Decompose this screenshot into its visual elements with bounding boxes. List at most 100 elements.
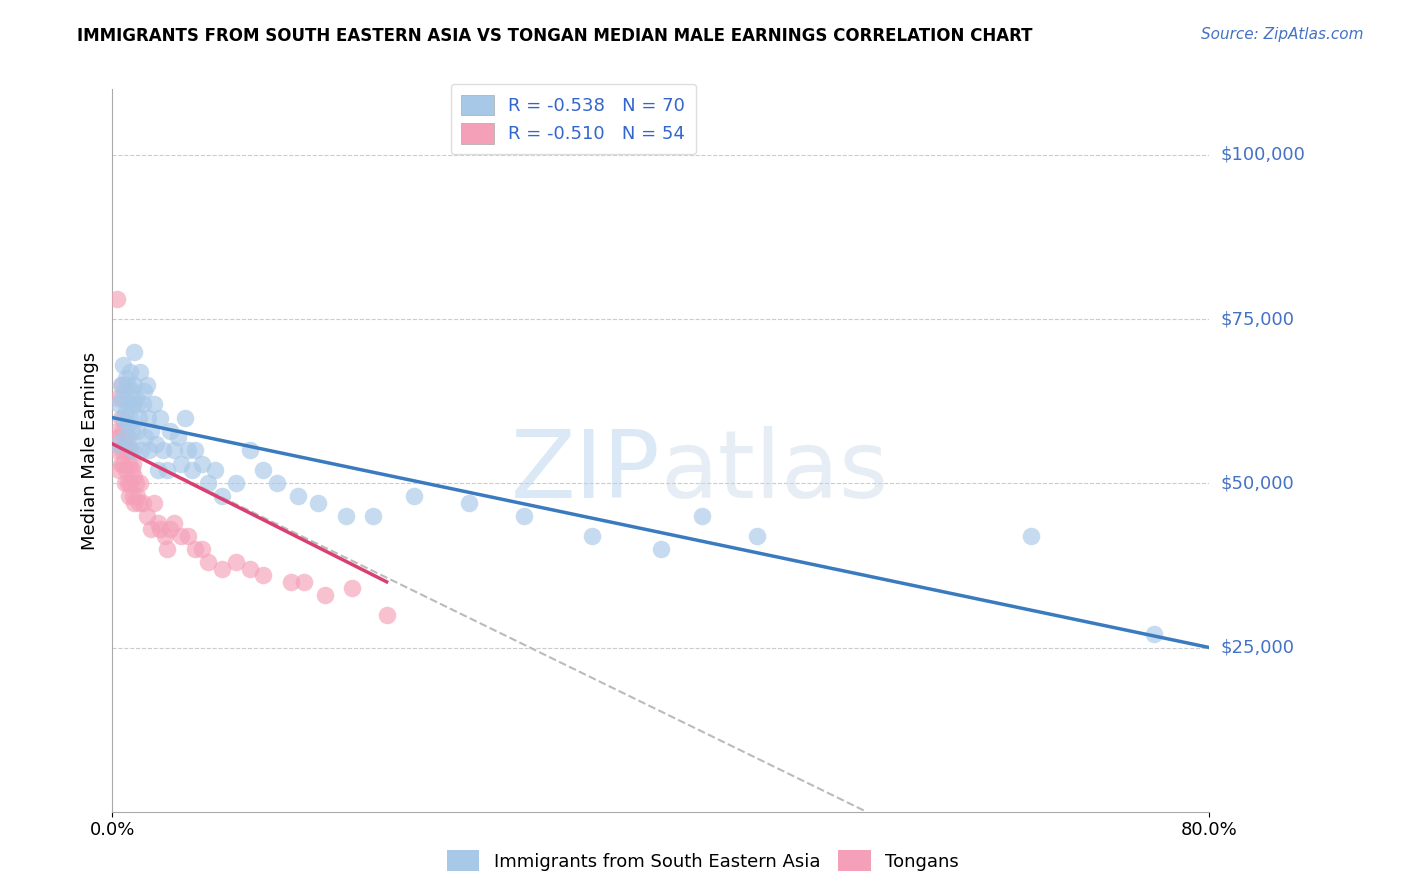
Point bbox=[110, 457, 132, 471]
Point bbox=[513, 509, 536, 524]
Point bbox=[159, 424, 181, 438]
Point bbox=[135, 509, 157, 524]
Point bbox=[114, 437, 136, 451]
Point bbox=[650, 541, 672, 556]
Point bbox=[131, 397, 153, 411]
Point bbox=[117, 476, 139, 491]
Point bbox=[342, 582, 364, 596]
Point bbox=[121, 384, 143, 399]
Point bbox=[167, 430, 190, 444]
Point bbox=[129, 365, 152, 379]
Point bbox=[135, 377, 157, 392]
Text: atlas: atlas bbox=[661, 426, 889, 518]
Point bbox=[225, 555, 247, 569]
Point bbox=[115, 443, 138, 458]
Point bbox=[239, 443, 262, 458]
Point bbox=[134, 430, 156, 444]
Point bbox=[120, 365, 142, 379]
Point bbox=[115, 371, 138, 385]
Point bbox=[120, 476, 142, 491]
Point bbox=[112, 358, 135, 372]
Point bbox=[138, 443, 160, 458]
Legend: R = -0.538   N = 70, R = -0.510   N = 54: R = -0.538 N = 70, R = -0.510 N = 54 bbox=[450, 84, 696, 154]
Point bbox=[170, 457, 193, 471]
Point bbox=[139, 522, 162, 536]
Point bbox=[177, 443, 200, 458]
Point bbox=[105, 293, 128, 307]
Point bbox=[183, 443, 207, 458]
Point bbox=[145, 437, 167, 451]
Text: Source: ZipAtlas.com: Source: ZipAtlas.com bbox=[1201, 27, 1364, 42]
Point bbox=[120, 410, 142, 425]
Point bbox=[128, 410, 150, 425]
Text: $100,000: $100,000 bbox=[1220, 146, 1305, 164]
Point bbox=[110, 410, 132, 425]
Point bbox=[108, 430, 131, 444]
Point bbox=[745, 529, 768, 543]
Point bbox=[375, 607, 398, 622]
Point bbox=[112, 424, 135, 438]
Point bbox=[120, 443, 142, 458]
Point bbox=[177, 529, 200, 543]
Point bbox=[458, 496, 481, 510]
Point bbox=[131, 496, 153, 510]
Point bbox=[110, 377, 132, 392]
Point bbox=[107, 424, 129, 438]
Point bbox=[149, 410, 172, 425]
Point bbox=[117, 377, 139, 392]
Point bbox=[107, 437, 129, 451]
Point bbox=[170, 529, 193, 543]
Point bbox=[125, 391, 148, 405]
Point bbox=[404, 490, 426, 504]
Point bbox=[127, 397, 149, 411]
Point bbox=[115, 404, 138, 418]
Point bbox=[118, 437, 141, 451]
Point bbox=[112, 457, 135, 471]
Point bbox=[121, 424, 143, 438]
Point bbox=[142, 496, 165, 510]
Point bbox=[118, 397, 141, 411]
Point bbox=[197, 476, 219, 491]
Point bbox=[127, 490, 149, 504]
Point bbox=[122, 397, 145, 411]
Point bbox=[294, 574, 316, 589]
Point bbox=[129, 443, 152, 458]
Point bbox=[361, 509, 384, 524]
Point bbox=[122, 443, 145, 458]
Point bbox=[111, 391, 134, 405]
Point bbox=[107, 391, 129, 405]
Point bbox=[117, 417, 139, 432]
Point bbox=[307, 496, 329, 510]
Point bbox=[183, 541, 207, 556]
Point bbox=[108, 397, 131, 411]
Point bbox=[124, 345, 146, 359]
Point bbox=[190, 541, 212, 556]
Point bbox=[124, 496, 146, 510]
Point bbox=[142, 397, 165, 411]
Point bbox=[114, 430, 136, 444]
Point bbox=[163, 516, 186, 530]
Point bbox=[1019, 529, 1042, 543]
Point bbox=[190, 457, 212, 471]
Point bbox=[266, 476, 288, 491]
Point bbox=[146, 463, 169, 477]
Point bbox=[127, 424, 149, 438]
Point bbox=[252, 568, 274, 582]
Point bbox=[211, 562, 233, 576]
Text: $75,000: $75,000 bbox=[1220, 310, 1294, 328]
Text: $50,000: $50,000 bbox=[1220, 475, 1294, 492]
Point bbox=[115, 463, 138, 477]
Point bbox=[122, 457, 145, 471]
Point bbox=[159, 522, 181, 536]
Point bbox=[111, 443, 134, 458]
Point bbox=[581, 529, 603, 543]
Point bbox=[204, 463, 226, 477]
Point bbox=[108, 463, 131, 477]
Point bbox=[211, 490, 233, 504]
Point bbox=[225, 476, 247, 491]
Point bbox=[125, 476, 148, 491]
Legend: Immigrants from South Eastern Asia, Tongans: Immigrants from South Eastern Asia, Tong… bbox=[440, 843, 966, 879]
Point bbox=[112, 410, 135, 425]
Point bbox=[197, 555, 219, 569]
Point bbox=[136, 410, 159, 425]
